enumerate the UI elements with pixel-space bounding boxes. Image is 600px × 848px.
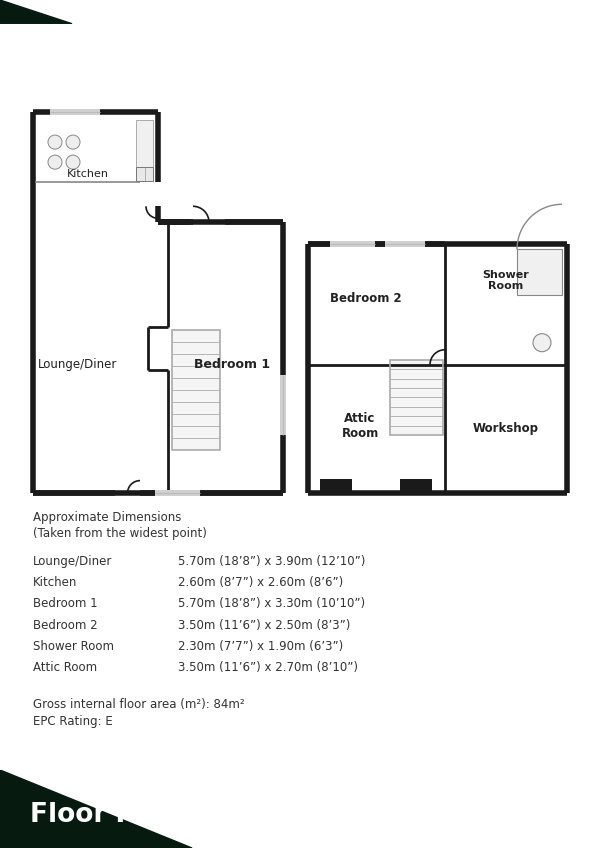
Circle shape: [66, 155, 80, 170]
Text: Shower
Room: Shower Room: [482, 270, 529, 292]
Text: Shower Room: Shower Room: [33, 639, 114, 653]
Circle shape: [48, 135, 62, 149]
Bar: [385, 242, 425, 248]
Bar: [172, 330, 220, 450]
Bar: [400, 479, 432, 495]
Bar: [172, 330, 220, 450]
Bar: [136, 167, 153, 181]
Bar: [390, 360, 443, 435]
Text: Kitchen: Kitchen: [67, 170, 109, 179]
Text: 3.50m (11’6”) x 2.70m (8’10”): 3.50m (11’6”) x 2.70m (8’10”): [178, 661, 358, 673]
Bar: [280, 375, 286, 435]
Circle shape: [533, 333, 551, 352]
Text: Approximate Dimensions: Approximate Dimensions: [33, 511, 181, 524]
Text: Bedroom 1: Bedroom 1: [194, 358, 270, 371]
Text: Attic Room: Attic Room: [33, 661, 97, 673]
Text: 5.70m (18’8”) x 3.30m (10’10”): 5.70m (18’8”) x 3.30m (10’10”): [178, 598, 365, 611]
Bar: [136, 120, 153, 181]
Text: 3.50m (11’6”) x 2.50m (8’3”): 3.50m (11’6”) x 2.50m (8’3”): [178, 618, 350, 632]
Polygon shape: [0, 770, 192, 848]
Bar: [320, 479, 352, 495]
Text: Bedroom 1: Bedroom 1: [33, 598, 98, 611]
Text: Bedroom 2: Bedroom 2: [33, 618, 98, 632]
Text: Attic
Room: Attic Room: [341, 412, 379, 440]
Text: 5.70m (18’8”) x 3.90m (12’10”): 5.70m (18’8”) x 3.90m (12’10”): [178, 555, 365, 568]
Text: Lounge/Diner: Lounge/Diner: [38, 358, 118, 371]
Circle shape: [66, 135, 80, 149]
Text: EPC Rating: E: EPC Rating: E: [33, 715, 113, 728]
Text: Kitchen: Kitchen: [33, 577, 77, 589]
Bar: [390, 360, 443, 435]
Bar: [50, 109, 100, 115]
Polygon shape: [0, 0, 72, 24]
Bar: [330, 242, 375, 248]
Text: Gross internal floor area (m²): 84m²: Gross internal floor area (m²): 84m²: [33, 698, 245, 711]
Circle shape: [48, 155, 62, 170]
Text: 2.30m (7’7”) x 1.90m (6’3”): 2.30m (7’7”) x 1.90m (6’3”): [178, 639, 343, 653]
Text: Bedroom 2: Bedroom 2: [330, 292, 401, 305]
Text: Lounge/Diner: Lounge/Diner: [33, 555, 112, 568]
Text: Workshop: Workshop: [473, 422, 539, 436]
Text: (Taken from the widest point): (Taken from the widest point): [33, 527, 207, 540]
Bar: [155, 490, 200, 496]
Text: Floor Plan: Floor Plan: [30, 802, 181, 828]
Bar: [517, 249, 562, 294]
Text: 2.60m (8’7”) x 2.60m (8’6”): 2.60m (8’7”) x 2.60m (8’6”): [178, 577, 343, 589]
